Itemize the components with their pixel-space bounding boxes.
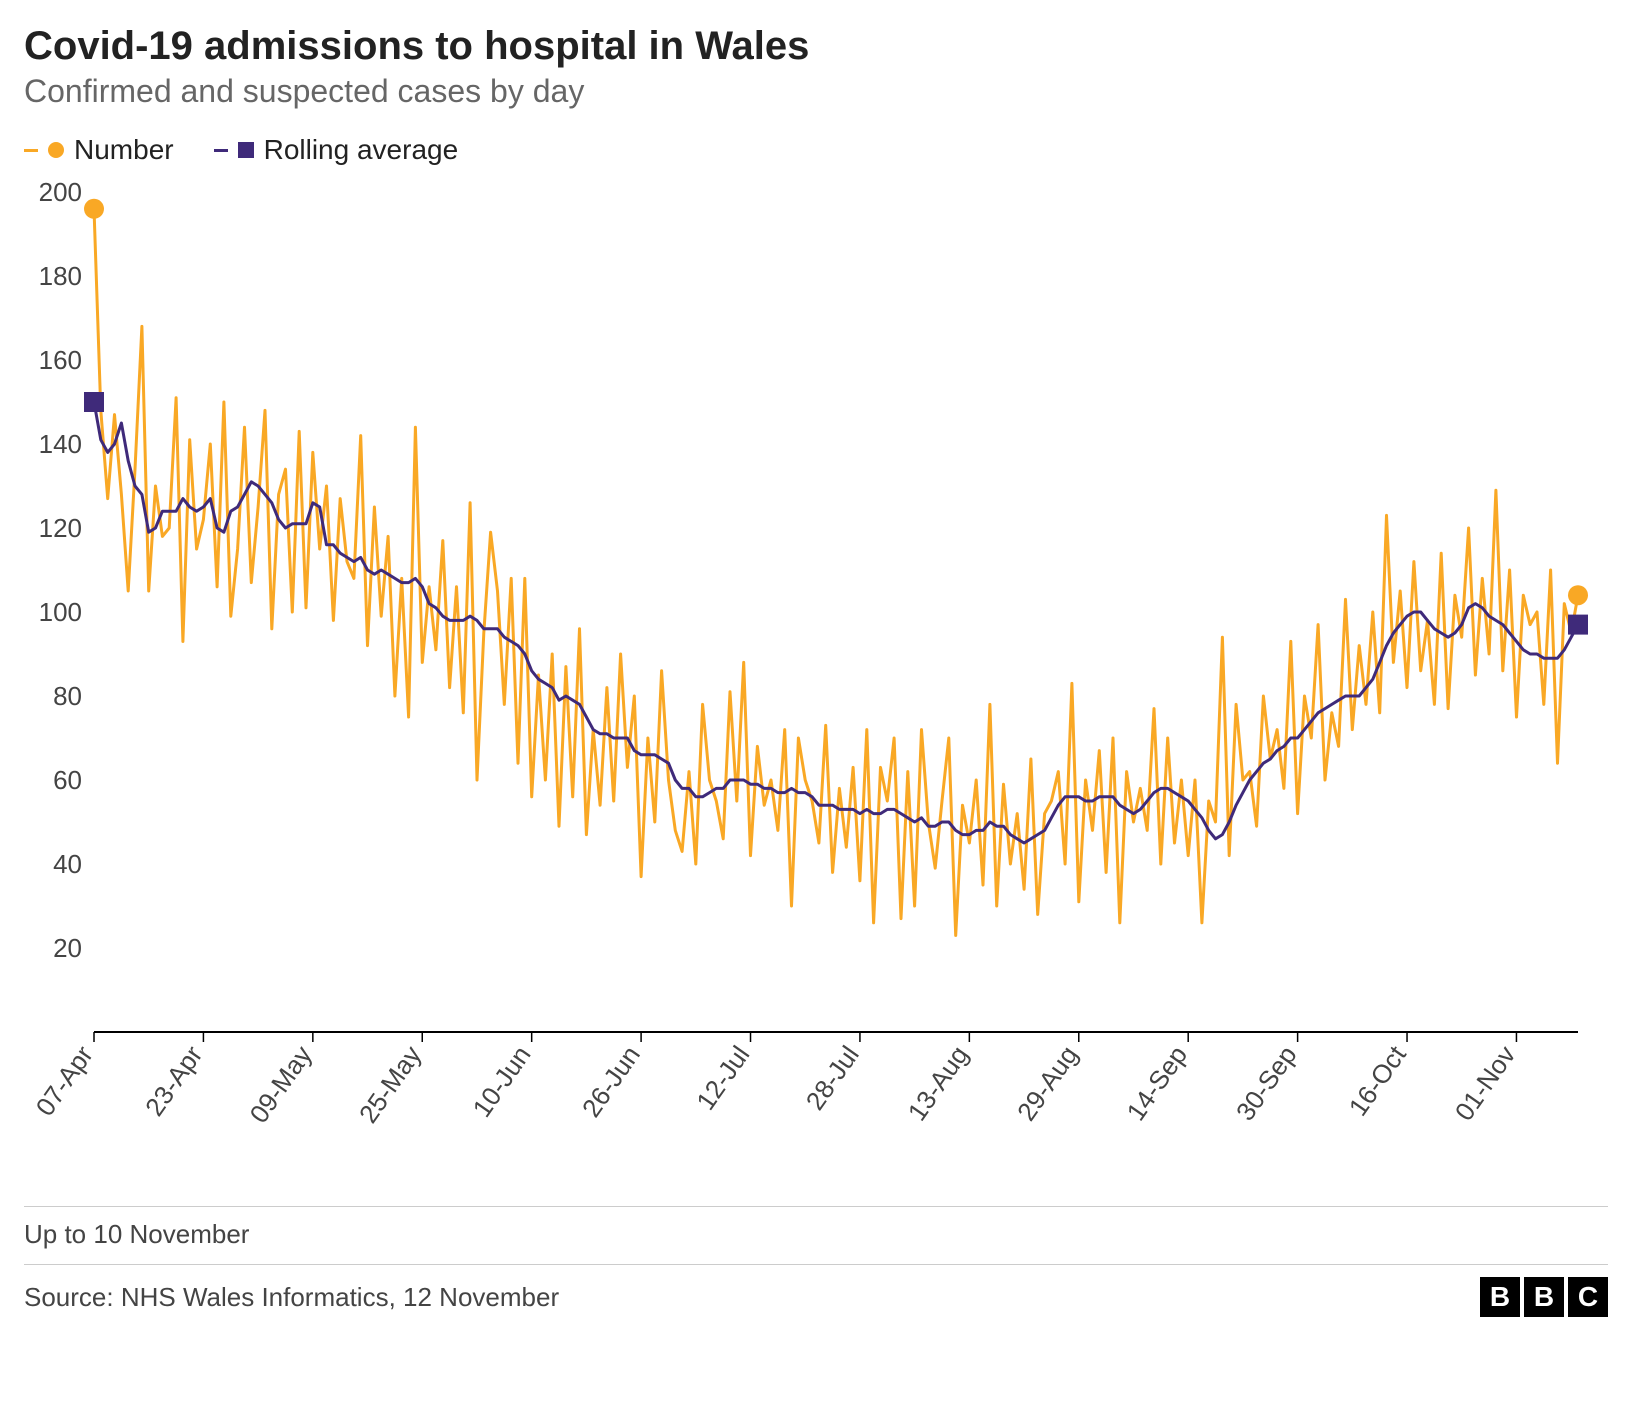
legend-line-number [24,149,38,152]
svg-text:01-Nov: 01-Nov [1449,1040,1522,1126]
svg-text:100: 100 [39,597,82,627]
legend-label-number: Number [74,134,174,166]
legend-item-rolling: Rolling average [214,134,459,166]
svg-text:26-Jun: 26-Jun [576,1040,646,1122]
svg-text:20: 20 [53,933,82,963]
svg-text:200: 200 [39,182,82,207]
svg-text:09-May: 09-May [243,1040,317,1128]
legend-marker-square-icon [238,142,254,158]
svg-text:12-Jul: 12-Jul [690,1040,755,1115]
chart-svg: 20 40 60 80 100 120 140 160 180 200 07-Apr 23-Apr 09… [24,182,1608,1182]
svg-text:60: 60 [53,765,82,795]
bbc-block: B [1524,1277,1564,1317]
bbc-block: B [1480,1277,1520,1317]
svg-text:40: 40 [53,849,82,879]
chart-subtitle: Confirmed and suspected cases by day [24,73,1608,110]
legend-marker-circle-icon [48,142,64,158]
svg-text:160: 160 [39,345,82,375]
plot-area: 20 40 60 80 100 120 140 160 180 200 07-Apr 23-Apr 09… [24,182,1608,1182]
svg-text:29-Aug: 29-Aug [1011,1040,1084,1126]
chart-container: Covid-19 admissions to hospital in Wales… [24,24,1608,1317]
svg-text:14-Sep: 14-Sep [1120,1040,1193,1126]
svg-text:10-Jun: 10-Jun [466,1040,536,1122]
svg-text:28-Jul: 28-Jul [800,1040,865,1115]
svg-text:180: 180 [39,261,82,291]
svg-text:80: 80 [53,681,82,711]
bbc-logo-icon: BBC [1480,1277,1608,1317]
legend: Number Rolling average [24,134,1608,166]
svg-text:25-May: 25-May [353,1040,427,1128]
svg-text:120: 120 [39,513,82,543]
source-text: Source: NHS Wales Informatics, 12 Novemb… [24,1282,559,1313]
legend-label-rolling: Rolling average [264,134,459,166]
svg-text:30-Sep: 30-Sep [1230,1040,1303,1126]
svg-text:16-Oct: 16-Oct [1343,1040,1413,1122]
bbc-block: C [1568,1277,1608,1317]
svg-text:07-Apr: 07-Apr [30,1040,100,1121]
legend-item-number: Number [24,134,174,166]
svg-text:23-Apr: 23-Apr [139,1040,209,1121]
footnote: Up to 10 November [24,1206,1608,1250]
source-row: Source: NHS Wales Informatics, 12 Novemb… [24,1264,1608,1317]
chart-title: Covid-19 admissions to hospital in Wales [24,24,1608,69]
legend-line-rolling [214,149,228,152]
svg-text:13-Aug: 13-Aug [902,1040,975,1126]
svg-text:140: 140 [39,429,82,459]
